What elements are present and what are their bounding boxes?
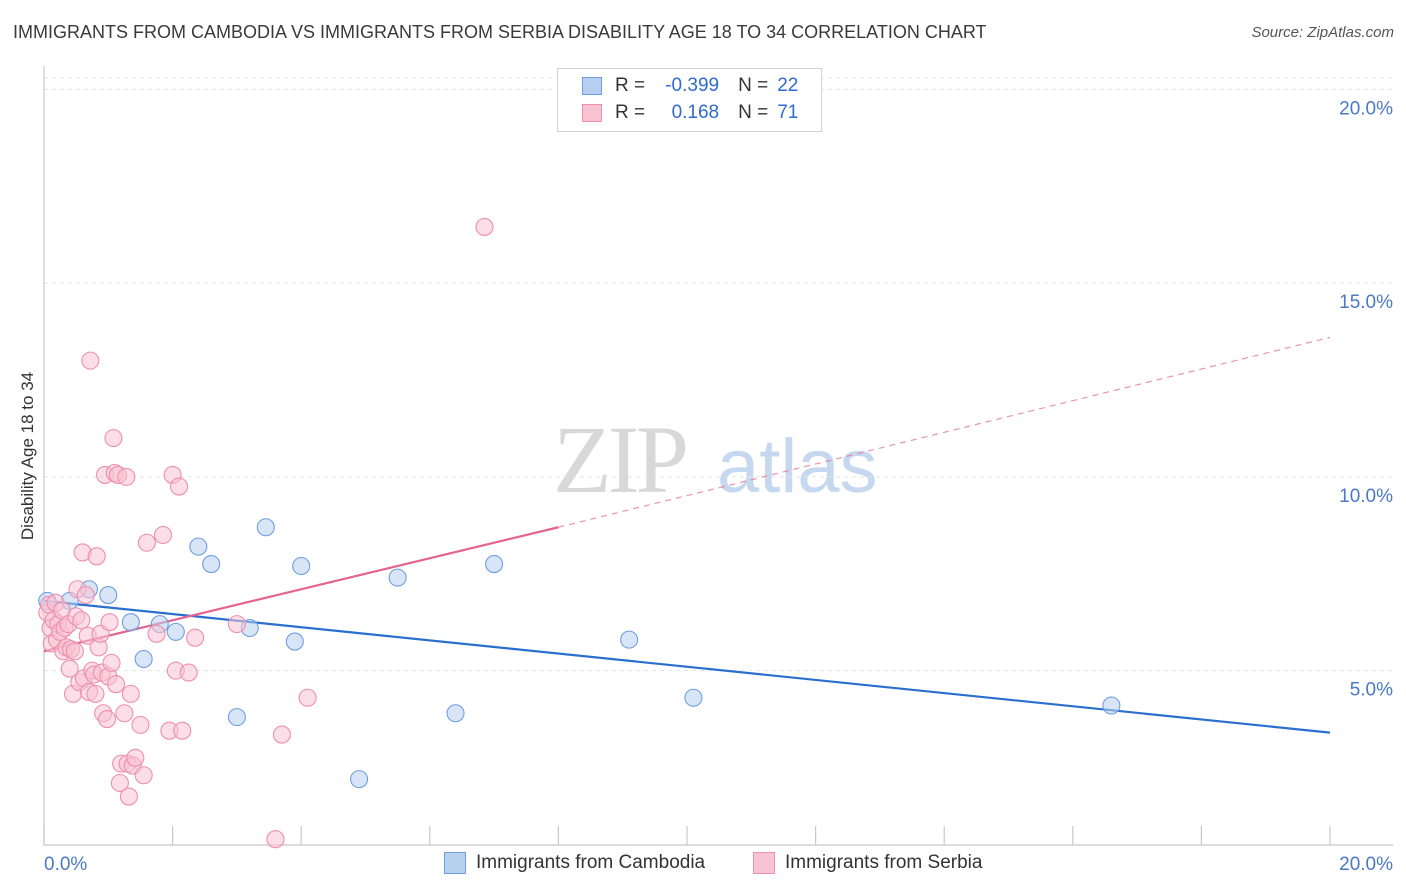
data-point-serbia [121,684,140,703]
data-point-serbia [298,688,317,707]
data-point-cambodia [202,555,221,574]
x-tick-labels: 0.0% 20.0% [44,854,1393,875]
legend-r-label: R = [615,102,646,123]
data-point-serbia [126,748,145,767]
legend-n-label: N = [738,102,769,123]
legend-r-label: R = [615,75,646,96]
watermark-zip: ZIP [553,406,686,513]
data-point-serbia [106,675,126,694]
series-legend: Immigrants from Cambodia Immigrants from… [0,852,1406,878]
data-point-serbia [475,217,494,236]
data-points [38,217,1121,849]
data-point-serbia [134,766,153,785]
data-point-serbia [72,611,91,630]
data-point-cambodia [446,704,465,723]
stats-legend: R = -0.399 N = 22 R = 0.168 N = 71 [557,68,822,132]
trend-line-serbia [43,526,559,653]
legend-row-serbia: R = 0.168 N = 71 [582,100,798,126]
data-point-serbia [137,533,156,552]
data-point-cambodia [256,518,275,537]
data-point-serbia [153,525,173,545]
data-point-serbia [97,710,117,729]
data-point-serbia [119,787,138,806]
data-point-serbia [115,704,134,723]
data-point-cambodia [684,688,703,707]
data-point-serbia [186,628,205,647]
data-point-serbia [86,684,105,703]
data-point-serbia [227,615,246,634]
watermark-atlas: atlas [717,424,878,509]
data-point-serbia [131,715,150,734]
data-point-cambodia [227,708,246,727]
series-swatch-cambodia [444,852,466,874]
data-point-serbia [110,773,129,793]
trend-extension-serbia [558,336,1331,528]
data-point-cambodia [292,556,311,576]
data-point-cambodia [350,770,369,789]
data-point-cambodia [485,555,504,574]
trend-lines [43,336,1331,734]
y-tick-label: 20.0% [1339,98,1393,119]
data-point-serbia [102,653,121,672]
data-point-serbia [104,429,123,448]
legend-r-value-cambodia: -0.399 [665,75,720,96]
series-label-cambodia: Immigrants from Cambodia [476,852,706,873]
series-swatch-serbia [753,852,775,874]
data-point-cambodia [620,630,639,649]
y-tick-label: 5.0% [1350,680,1393,701]
series-legend-cambodia[interactable]: Immigrants from Cambodia [444,852,705,874]
data-point-serbia [117,467,136,486]
data-point-cambodia [285,632,304,651]
chart-title: IMMIGRANTS FROM CAMBODIA VS IMMIGRANTS F… [13,22,987,42]
legend-swatch-cambodia [582,77,602,95]
data-point-serbia [179,663,198,682]
series-label-serbia: Immigrants from Serbia [785,852,983,873]
data-point-serbia [81,351,100,370]
x-tick-label: 20.0% [1339,854,1393,875]
data-point-cambodia [1102,696,1121,715]
legend-r-value-serbia: 0.168 [671,102,720,123]
data-point-serbia [100,613,119,632]
data-point-serbia [60,659,79,678]
data-point-serbia [272,725,291,744]
x-tick-label: 0.0% [44,854,87,875]
legend-n-label: N = [738,75,769,96]
data-point-cambodia [134,649,153,669]
data-point-serbia [266,830,285,849]
data-point-cambodia [121,613,140,632]
legend-n-value-serbia: 71 [777,102,799,123]
data-point-cambodia [99,586,118,605]
legend-row-cambodia: R = -0.399 N = 22 [582,73,798,99]
legend-swatch-serbia [582,104,602,122]
series-legend-serbia[interactable]: Immigrants from Serbia [753,852,982,874]
data-point-serbia [65,642,84,661]
data-point-serbia [87,547,106,566]
data-point-serbia [173,721,192,740]
legend-n-value-cambodia: 22 [777,75,799,96]
data-point-cambodia [388,568,407,587]
data-point-cambodia [189,537,208,556]
watermark: ZIP atlas [553,406,878,513]
data-point-serbia [147,624,166,643]
gridlines [44,77,1393,672]
y-tick-labels: 20.0% 15.0% 10.0% 5.0% [1339,98,1393,700]
data-point-serbia [169,477,189,496]
y-tick-label: 15.0% [1339,292,1393,313]
source-label: Source: ZipAtlas.com [1251,24,1394,41]
data-point-serbia [76,586,95,605]
y-tick-label: 10.0% [1339,486,1393,507]
data-point-cambodia [166,622,185,641]
